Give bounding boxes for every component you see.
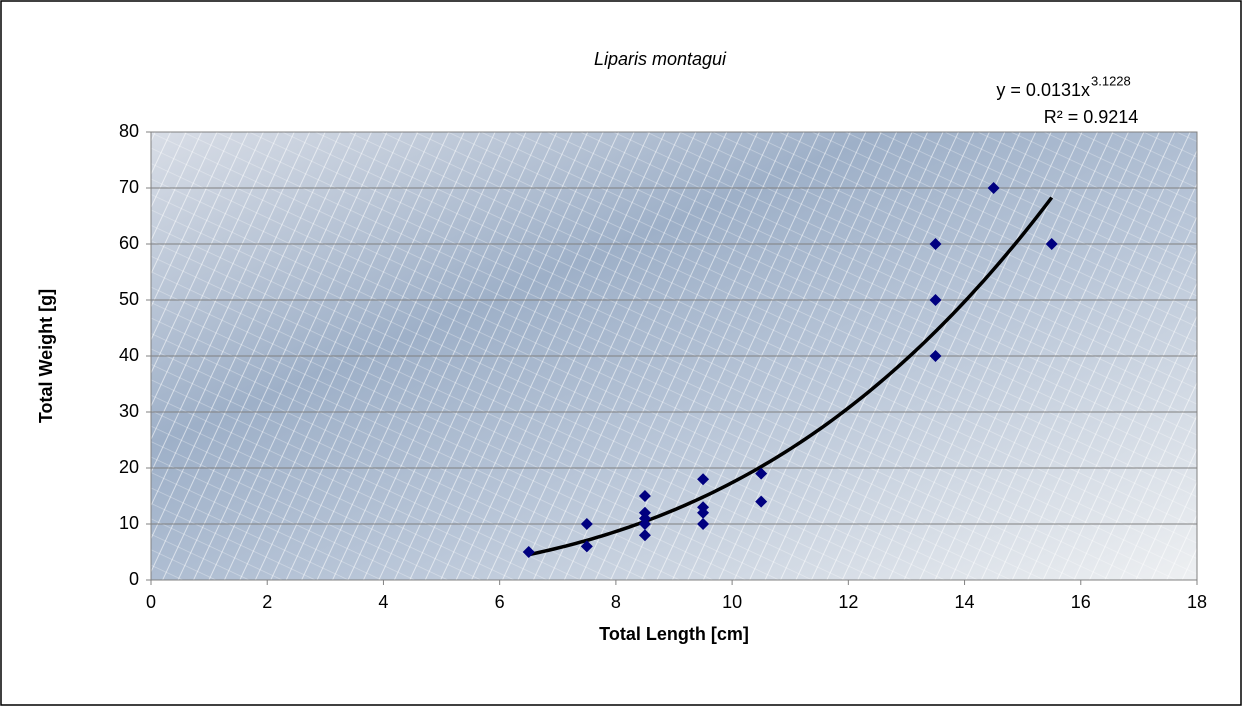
- data-point: [697, 518, 710, 530]
- y-axis-label: Total Weight [g]: [36, 289, 56, 423]
- x-tick-label: 12: [838, 592, 858, 612]
- y-tick-label: 20: [119, 457, 139, 477]
- x-tick-label: 18: [1187, 592, 1207, 612]
- x-tick-label: 16: [1071, 592, 1091, 612]
- data-point: [1045, 238, 1058, 250]
- y-tick-label: 80: [119, 121, 139, 141]
- data-point: [929, 350, 942, 362]
- data-point: [697, 473, 710, 486]
- y-tick-label: 10: [119, 513, 139, 533]
- x-tick-label: 8: [611, 592, 621, 612]
- x-tick-label: 10: [722, 592, 742, 612]
- y-tick-label: 60: [119, 233, 139, 253]
- data-point: [580, 518, 593, 530]
- trendline-exponent: 3.1228: [1091, 73, 1131, 88]
- x-tick-label: 6: [495, 592, 505, 612]
- data-point: [987, 182, 1000, 194]
- trendline-equation: y = 0.0131x: [996, 80, 1090, 100]
- x-tick-label: 0: [146, 592, 156, 612]
- x-axis-label: Total Length [cm]: [599, 624, 749, 644]
- data-point: [638, 518, 651, 530]
- y-tick-label: 40: [119, 345, 139, 365]
- y-tick-label: 70: [119, 177, 139, 197]
- y-tick-label: 50: [119, 289, 139, 309]
- y-tick-label: 30: [119, 401, 139, 421]
- x-tick-label: 14: [955, 592, 975, 612]
- x-tick-label: 2: [262, 592, 272, 612]
- data-point: [755, 467, 768, 480]
- x-tick-label: 4: [378, 592, 388, 612]
- data-point: [929, 238, 942, 250]
- data-point: [638, 529, 651, 542]
- data-point: [522, 546, 535, 558]
- plot-border: [150, 131, 1198, 581]
- chart-title: Liparis montagui: [594, 49, 727, 69]
- data-point: [638, 490, 651, 502]
- data-point: [580, 540, 593, 553]
- data-point: [929, 294, 942, 306]
- y-tick-label: 0: [129, 569, 139, 589]
- data-point: [755, 495, 768, 508]
- trendline: [528, 196, 1054, 557]
- trendline-r2: R² = 0.9214: [1044, 107, 1139, 127]
- data-point: [697, 506, 710, 519]
